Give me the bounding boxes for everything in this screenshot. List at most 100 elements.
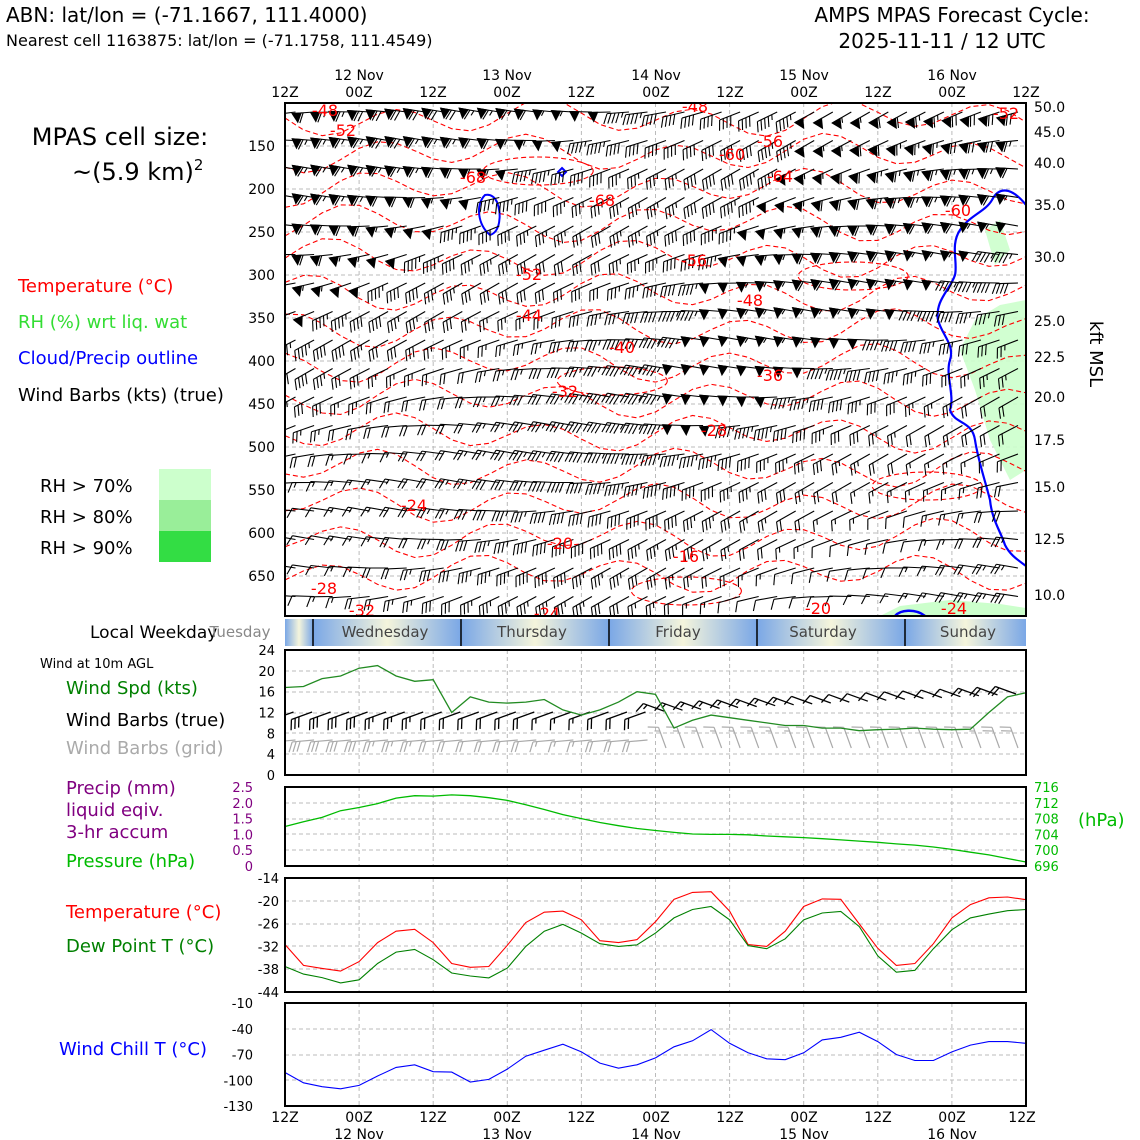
profile-barb-96-12	[850, 453, 871, 476]
profile-barb-117-7-barb-1	[978, 314, 983, 325]
profile-barb-69-4-barb-0	[682, 235, 685, 247]
profile-barb-105-9-barb-0	[902, 374, 905, 386]
profile-barb-57-1-barb-2	[613, 143, 616, 155]
profile-barb-105-13-half-1	[908, 489, 910, 496]
profile-barb-66-2-half-3	[675, 173, 677, 180]
surface-barb-1-half-2	[278, 717, 282, 722]
profile-barb-66-0-barb-3	[672, 114, 676, 126]
profile-barb-3-6-flag-0	[274, 285, 284, 295]
profile-barb-108-7-barb-1	[921, 311, 927, 322]
profile-barb-6-13	[287, 481, 315, 493]
profile-barb-33-17	[460, 595, 482, 616]
profile-barb-78-14-half-2	[746, 517, 748, 524]
profile-barb-63-1-barb-2	[651, 145, 654, 157]
profile-barb-36-0-flag-0	[476, 107, 488, 120]
profile-barb-45-2-barb-1	[534, 172, 538, 184]
profile-barb-84-5-flag-0	[772, 254, 784, 266]
surface-barb-37	[932, 688, 961, 698]
profile-barb-30-13-barb-1	[438, 479, 446, 489]
profile-barb-90-10-barb-3	[820, 398, 824, 410]
profile-barb-63-15-barb-0	[646, 550, 649, 561]
profile-barb-75-16-barb-0	[719, 577, 722, 588]
profile-barb-54-1-barb-0	[586, 144, 590, 156]
profile-barb-12-11-barb-0	[327, 430, 331, 442]
profile-barb-81-2-half-4	[771, 171, 774, 178]
profile-barb-18-0-barb-1	[371, 110, 378, 121]
profile-barb-48-2-barb-0	[550, 174, 553, 186]
profile-barb-45-3-shaft	[534, 196, 556, 207]
grid-barb-1-shaft	[285, 739, 296, 743]
profile-barb-117-3-barb-1	[982, 195, 990, 206]
profile-barb-120-13	[993, 481, 1019, 498]
wc-ytick-3: -100	[223, 1074, 253, 1089]
profile-barb-24-3	[402, 196, 426, 209]
profile-barb-96-10-half-3	[859, 399, 861, 406]
profile-barb-54-1	[586, 139, 611, 156]
profile-barb-45-4-shaft	[535, 225, 556, 237]
profile-barb-57-10-barb-3	[613, 394, 620, 405]
grid-barb-29	[795, 726, 815, 749]
cloud-outline-dot	[556, 166, 568, 178]
profile-barb-69-1-shaft	[682, 139, 704, 151]
profile-barb-75-1-barb-3	[730, 145, 733, 156]
profile-barb-99-11-half-2	[875, 431, 877, 438]
profile-barb-72-3-barb-3	[712, 202, 715, 214]
profile-barb-63-8-barb-1	[642, 338, 649, 349]
grid-barb-16-half-1	[553, 741, 557, 747]
profile-barb-3-12-barb-1	[274, 458, 280, 469]
profile-barb-60-5-barb-1	[630, 261, 633, 273]
profile-barb-84-10	[770, 396, 796, 410]
profile-barb-108-8-barb-1	[923, 342, 927, 354]
profile-barb-6-11-barb-1	[296, 431, 298, 443]
surface-barb-34-shaft	[884, 691, 906, 701]
profile-barb-69-6-half-4	[695, 283, 698, 290]
profile-barb-51-17-barb-2	[579, 603, 582, 615]
profile-barb-51-5-barb-2	[579, 261, 582, 273]
profile-barb-63-13-half-4	[658, 483, 661, 490]
profile-barb-54-10-barb-0	[582, 392, 590, 403]
profile-barb-9-5-flag-0	[309, 255, 321, 267]
profile-barb-75-4-barb-3	[729, 229, 732, 241]
profile-barb-24-0-barb-1	[408, 110, 415, 120]
profile-barb-48-4	[553, 225, 574, 248]
profile-barb-6-17-barb-0	[287, 595, 293, 606]
profile-barb-3-3-shaft	[285, 193, 296, 199]
profile-barb-36-10-barb-1	[476, 396, 482, 408]
profile-barb-66-0-barb-0	[660, 116, 664, 128]
profile-barb-33-9-barb-0	[457, 373, 460, 385]
profile-barb-48-10	[545, 393, 574, 405]
p-tick-200: 200	[248, 182, 275, 198]
profile-barb-24-14-barb-0	[397, 507, 404, 518]
profile-barb-105-15-shaft	[903, 538, 926, 543]
weekday-sunday: Sunday	[940, 623, 996, 641]
profile-barb-93-13-barb-1	[835, 491, 838, 503]
profile-barb-45-12-barb-2	[535, 451, 542, 462]
temperature-y-axis: -14-20-26-32-38-44	[258, 872, 279, 1001]
profile-barb-21-0	[384, 108, 407, 121]
profile-barb-63-3-barb-1	[649, 206, 653, 218]
profile-barb-15-3-flag-0	[346, 194, 358, 207]
profile-barb-117-7-barb-0	[974, 314, 979, 326]
grid-barb-6-half-2	[372, 741, 375, 747]
profile-barb-36-16-barb-0	[476, 574, 479, 586]
profile-barb-45-7	[533, 310, 556, 330]
profile-barb-84-0-barb-0	[775, 122, 778, 133]
temp-label-10: -52	[516, 265, 542, 284]
profile-barb-111-3	[939, 195, 963, 207]
profile-barb-15-17-barb-1	[348, 598, 353, 610]
profile-barb-9-7-shaft	[312, 310, 333, 322]
profile-barb-27-6-shaft	[424, 282, 444, 295]
profile-barb-42-11	[508, 421, 537, 433]
profile-barb-12-6-flag-0	[329, 286, 340, 299]
profile-barb-99-8-barb-3	[873, 339, 879, 351]
profile-barb-105-2-flag-0	[902, 170, 914, 183]
profile-barb-81-0-barb-3	[767, 116, 770, 128]
profile-barb-87-7-half-1	[800, 309, 804, 315]
profile-barb-57-7-barb-0	[604, 314, 608, 326]
profile-barb-48-12-barb-1	[549, 451, 557, 462]
profile-barb-45-9-barb-2	[536, 368, 542, 380]
profile-barb-105-4-flag-0	[902, 222, 914, 235]
profile-barb-63-13	[642, 481, 667, 499]
profile-barb-105-1-half-2	[918, 142, 920, 149]
